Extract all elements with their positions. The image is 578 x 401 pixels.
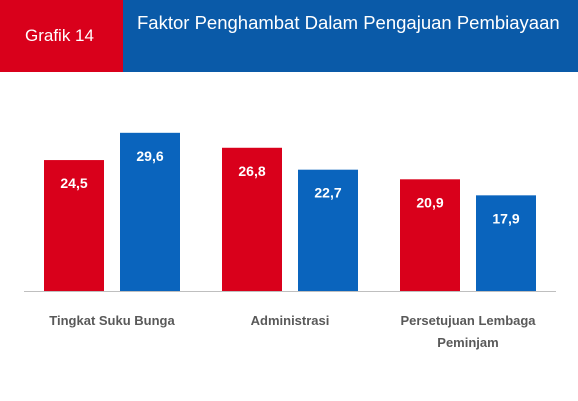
bar-series-2-cat-2 (298, 169, 358, 291)
bar-series-2-cat-3 (476, 195, 536, 291)
bar-series-1-cat-1 (44, 160, 104, 291)
data-label-series-1-cat-2: 26,8 (238, 163, 265, 179)
bar-series-1-cat-2 (222, 147, 282, 291)
chart-number-badge: Grafik 14 (0, 0, 123, 72)
bar-series-2-cat-1 (120, 132, 180, 291)
data-label-series-1-cat-1: 24,5 (60, 175, 87, 191)
chart-title: Faktor Penghambat Dalam Pengajuan Pembia… (123, 0, 578, 72)
data-label-series-2-cat-2: 22,7 (314, 185, 341, 201)
data-label-series-2-cat-1: 29,6 (136, 148, 163, 164)
category-label-3-line-1: Persetujuan Lembaga (400, 313, 536, 328)
bar-series-1-cat-3 (400, 179, 460, 291)
category-label-3-line-2: Peminjam (437, 335, 498, 350)
bar-chart: 24,5 26,8 20,9 29,6 22,7 17,9 Tingkat Suku Bun… (24, 132, 556, 350)
data-label-series-2-cat-3: 17,9 (492, 210, 519, 226)
category-label-1: Tingkat Suku Bunga (49, 313, 175, 328)
chart-header: Grafik 14 Faktor Penghambat Dalam Pengaj… (0, 0, 578, 72)
data-label-series-1-cat-3: 20,9 (416, 194, 443, 210)
category-label-2: Administrasi (251, 313, 330, 328)
